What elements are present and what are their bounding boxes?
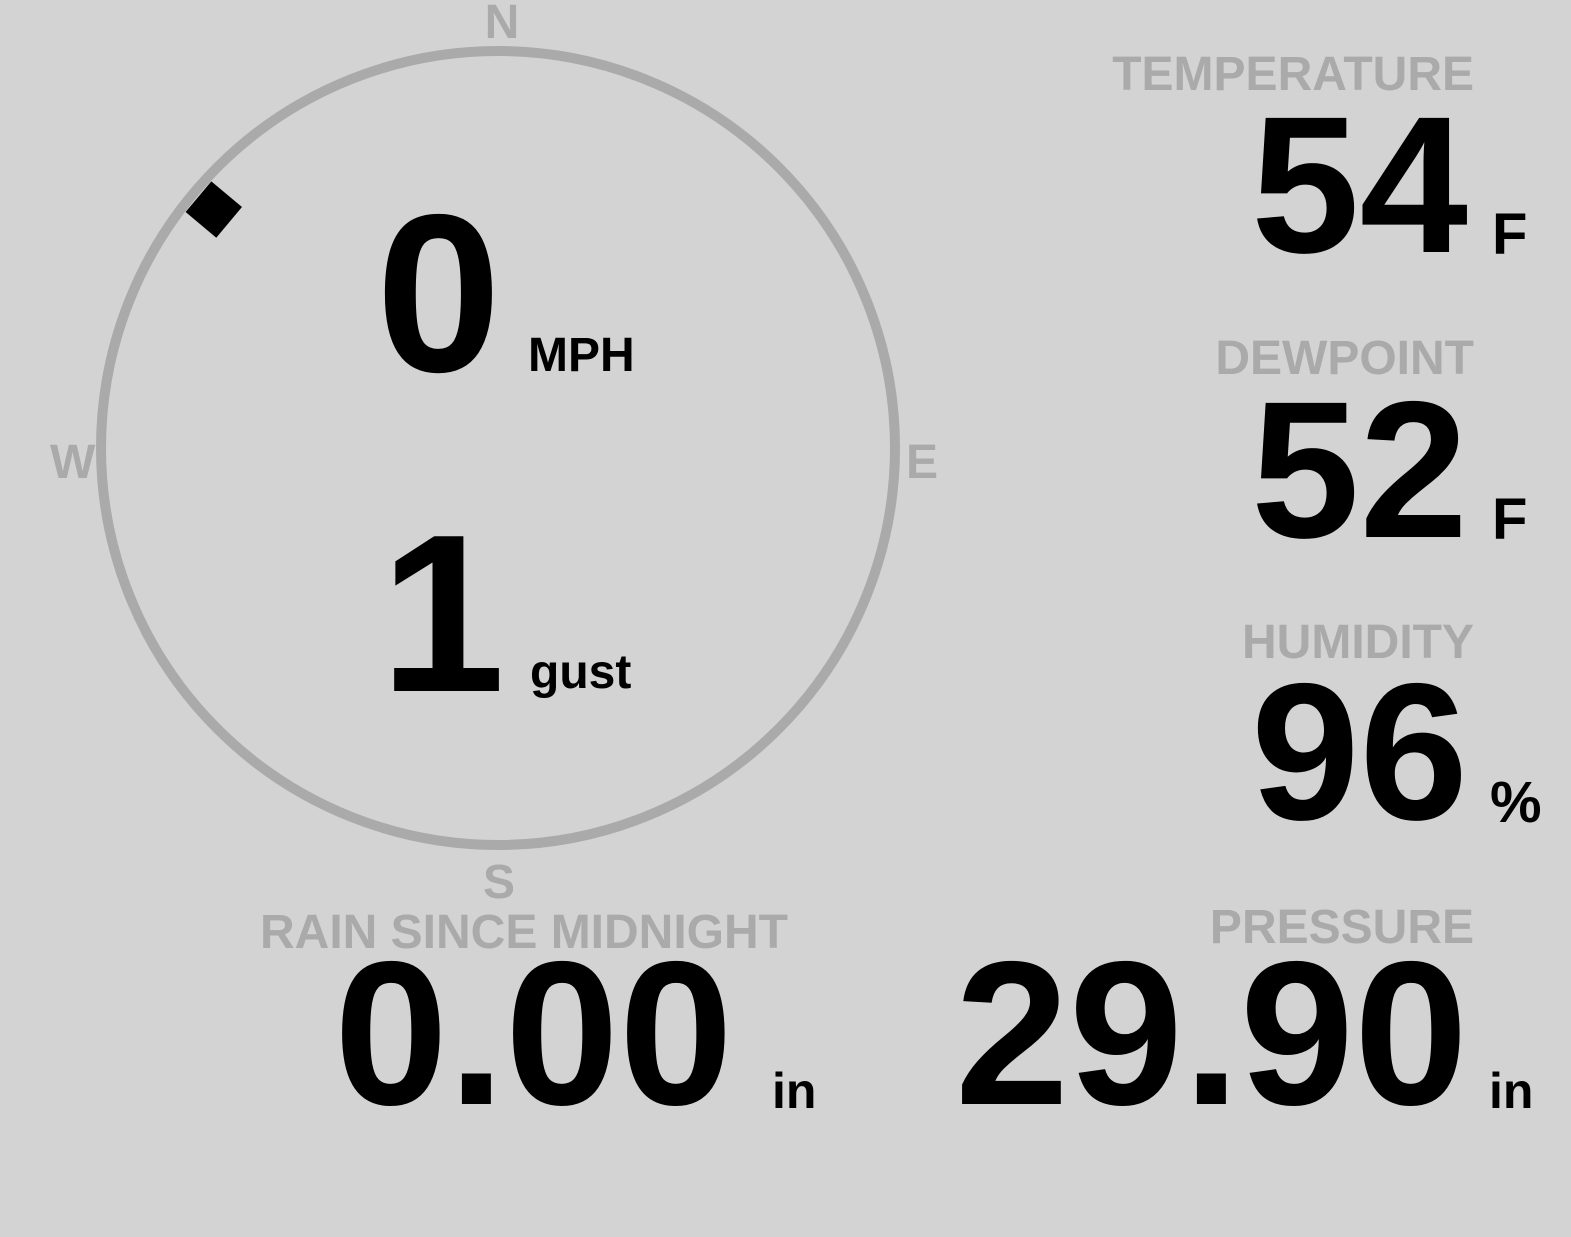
compass-ring [96,46,900,850]
rain-label: RAIN SINCE MIDNIGHT [260,906,788,959]
humidity-unit: % [1490,770,1542,835]
rain-value: 0.00 [334,919,733,1148]
dewpoint-value: 52 [1251,361,1468,579]
dewpoint-label: DEWPOINT [1215,332,1474,385]
wind-gust-unit: gust [530,646,632,699]
pressure-unit: in [1489,1063,1534,1119]
humidity-value: 96 [1251,643,1468,861]
compass-east: E [906,436,939,489]
temperature-label: TEMPERATURE [1112,48,1474,101]
pressure-value: 29.90 [954,919,1468,1148]
dewpoint-unit: F [1492,487,1528,552]
rain-unit: in [772,1063,817,1119]
temperature-value: 54 [1251,76,1468,294]
wind-speed-unit: MPH [528,329,635,382]
compass-north: N [484,0,520,49]
temperature-unit: F [1492,202,1528,267]
wind-speed-value: 0 [376,167,502,419]
pressure-label: PRESSURE [1209,901,1474,954]
compass-south: S [482,856,516,909]
humidity-label: HUMIDITY [1242,616,1474,669]
wind-gust-value: 1 [380,487,506,739]
compass-west: W [50,436,96,489]
wind-direction-marker [185,181,242,238]
